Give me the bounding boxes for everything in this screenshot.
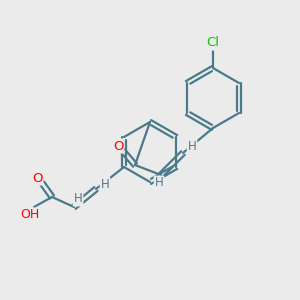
Text: H: H [154, 176, 164, 190]
Text: O: O [32, 172, 42, 184]
Text: H: H [188, 140, 196, 154]
Text: H: H [74, 193, 82, 206]
Text: H: H [100, 178, 109, 190]
Text: O: O [113, 140, 123, 152]
Text: OH: OH [20, 208, 40, 221]
Text: Cl: Cl [206, 37, 220, 50]
